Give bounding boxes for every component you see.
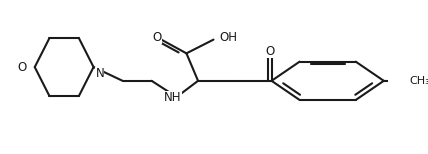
Text: O: O bbox=[153, 31, 162, 44]
Text: NH: NH bbox=[164, 91, 181, 104]
Text: O: O bbox=[265, 45, 274, 58]
Text: OH: OH bbox=[219, 31, 237, 44]
Text: O: O bbox=[17, 61, 26, 74]
Text: CH₃: CH₃ bbox=[410, 76, 428, 86]
Text: N: N bbox=[95, 67, 104, 80]
